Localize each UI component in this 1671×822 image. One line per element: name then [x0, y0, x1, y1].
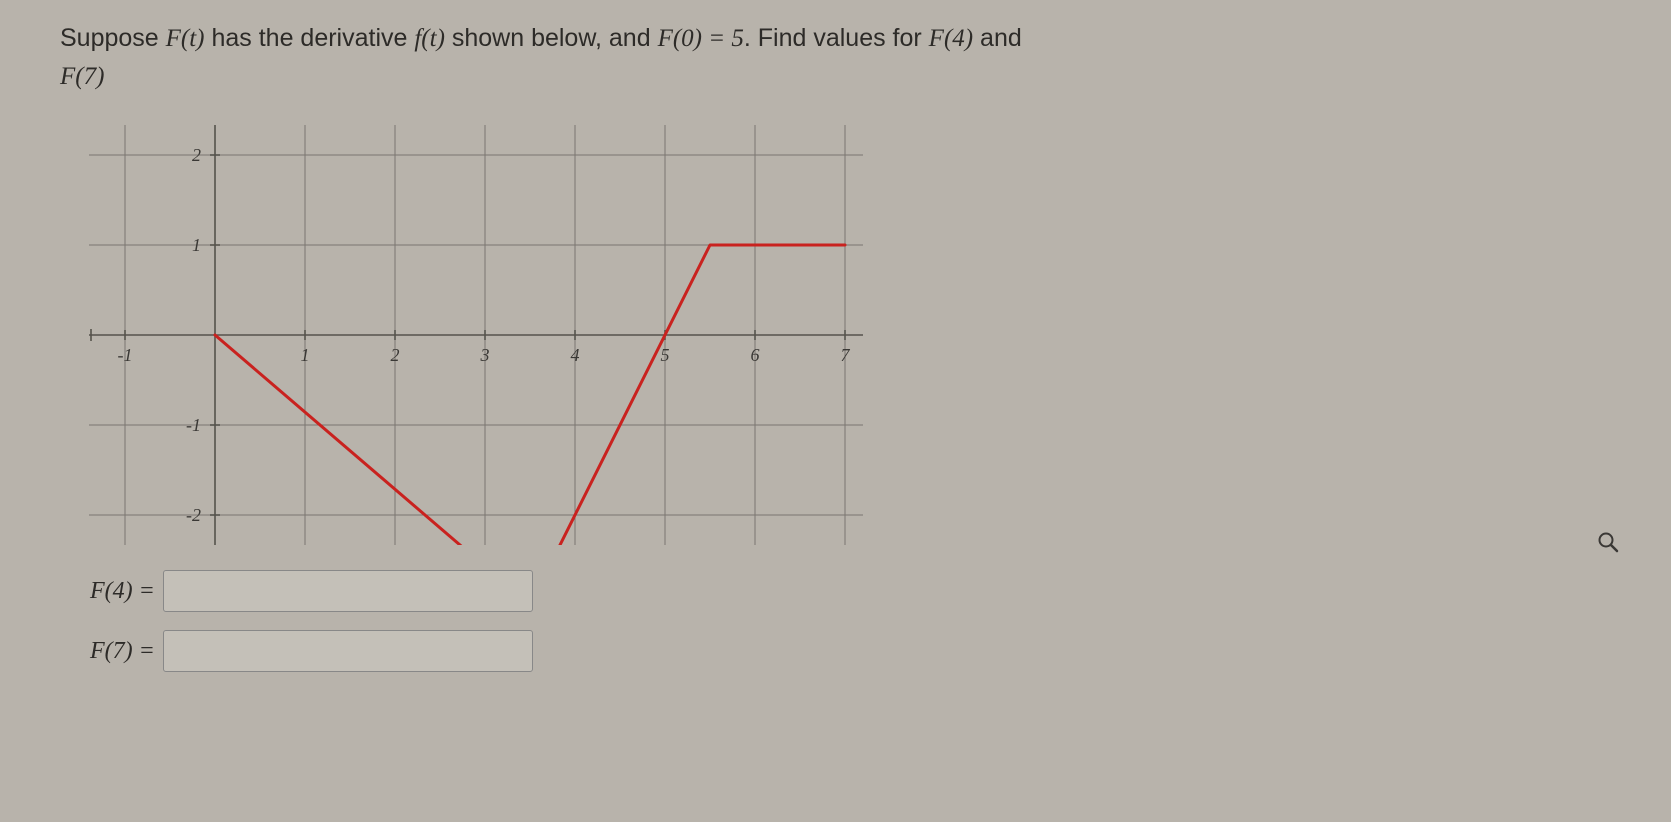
svg-text:2: 2	[192, 145, 201, 165]
svg-text:1: 1	[192, 235, 201, 255]
svg-text:4: 4	[571, 345, 580, 365]
svg-text:5: 5	[661, 345, 670, 365]
answer-f7-input[interactable]	[163, 630, 533, 672]
svg-text:-1: -1	[118, 345, 133, 365]
magnifier-icon[interactable]	[1597, 531, 1619, 558]
svg-text:6: 6	[751, 345, 760, 365]
svg-text:2: 2	[391, 345, 400, 365]
problem-statement: Suppose F(t) has the derivative f(t) sho…	[60, 20, 1611, 95]
answer-f4-row: F(4) =	[90, 570, 1611, 612]
svg-text:1: 1	[301, 345, 310, 365]
svg-text:-1: -1	[186, 415, 201, 435]
answer-f4-label: F(4) =	[90, 578, 155, 605]
answer-f7-row: F(7) =	[90, 630, 1611, 672]
svg-text:7: 7	[841, 345, 851, 365]
answer-f4-input[interactable]	[163, 570, 533, 612]
answer-f7-label: F(7) =	[90, 638, 155, 665]
svg-text:3: 3	[480, 345, 490, 365]
derivative-graph: -11234567-3-2-1123	[80, 125, 1611, 550]
svg-text:-2: -2	[186, 505, 201, 525]
chart-svg: -11234567-3-2-1123	[80, 125, 880, 545]
